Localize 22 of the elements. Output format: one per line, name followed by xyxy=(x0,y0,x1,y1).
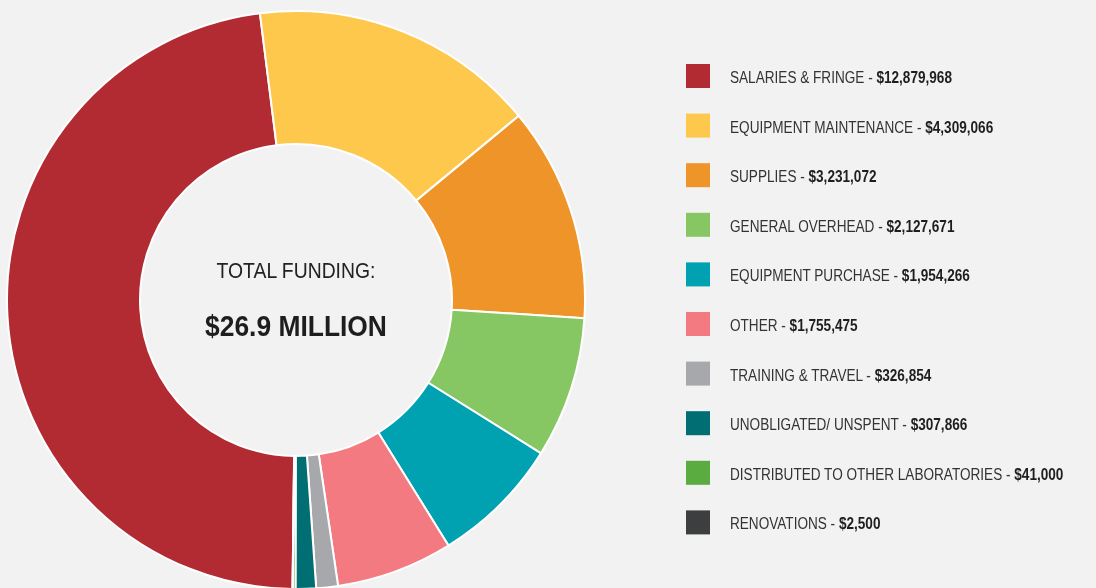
legend-label: RENOVATIONS - xyxy=(730,513,836,533)
data-label: $12,879,968 xyxy=(872,67,953,87)
legend-label: SUPPLIES - xyxy=(730,166,805,186)
data-label: $307,866 xyxy=(906,414,968,434)
legend-label: GENERAL OVERHEAD - xyxy=(730,216,883,236)
data-label: $2,500 xyxy=(835,513,881,533)
legend-label: UNOBLIGATED/ UNSPENT - xyxy=(730,414,907,434)
text: $26.9 MILLION xyxy=(205,308,387,343)
data-label: $3,231,072 xyxy=(804,166,877,186)
data-label: $1,755,475 xyxy=(785,315,858,335)
legend-label: OTHER - xyxy=(730,315,786,335)
legend-label: SALARIES & FRINGE - xyxy=(730,67,873,87)
data-label: $1,954,266 xyxy=(898,265,970,285)
data-label: $4,309,066 xyxy=(921,117,994,136)
legend-label: TRAINING & TRAVEL - xyxy=(730,365,871,384)
legend-label: EQUIPMENT MAINTENANCE - xyxy=(730,117,922,136)
data-label: $2,127,671 xyxy=(882,216,955,236)
text: TOTAL FUNDING: xyxy=(216,257,376,283)
legend-label: DISTRIBUTED TO OTHER LABORATORIES - xyxy=(730,464,1011,484)
data-label: $41,000 xyxy=(1010,464,1064,484)
data-label: $326,854 xyxy=(870,365,932,384)
legend-label: EQUIPMENT PURCHASE - xyxy=(730,265,899,285)
